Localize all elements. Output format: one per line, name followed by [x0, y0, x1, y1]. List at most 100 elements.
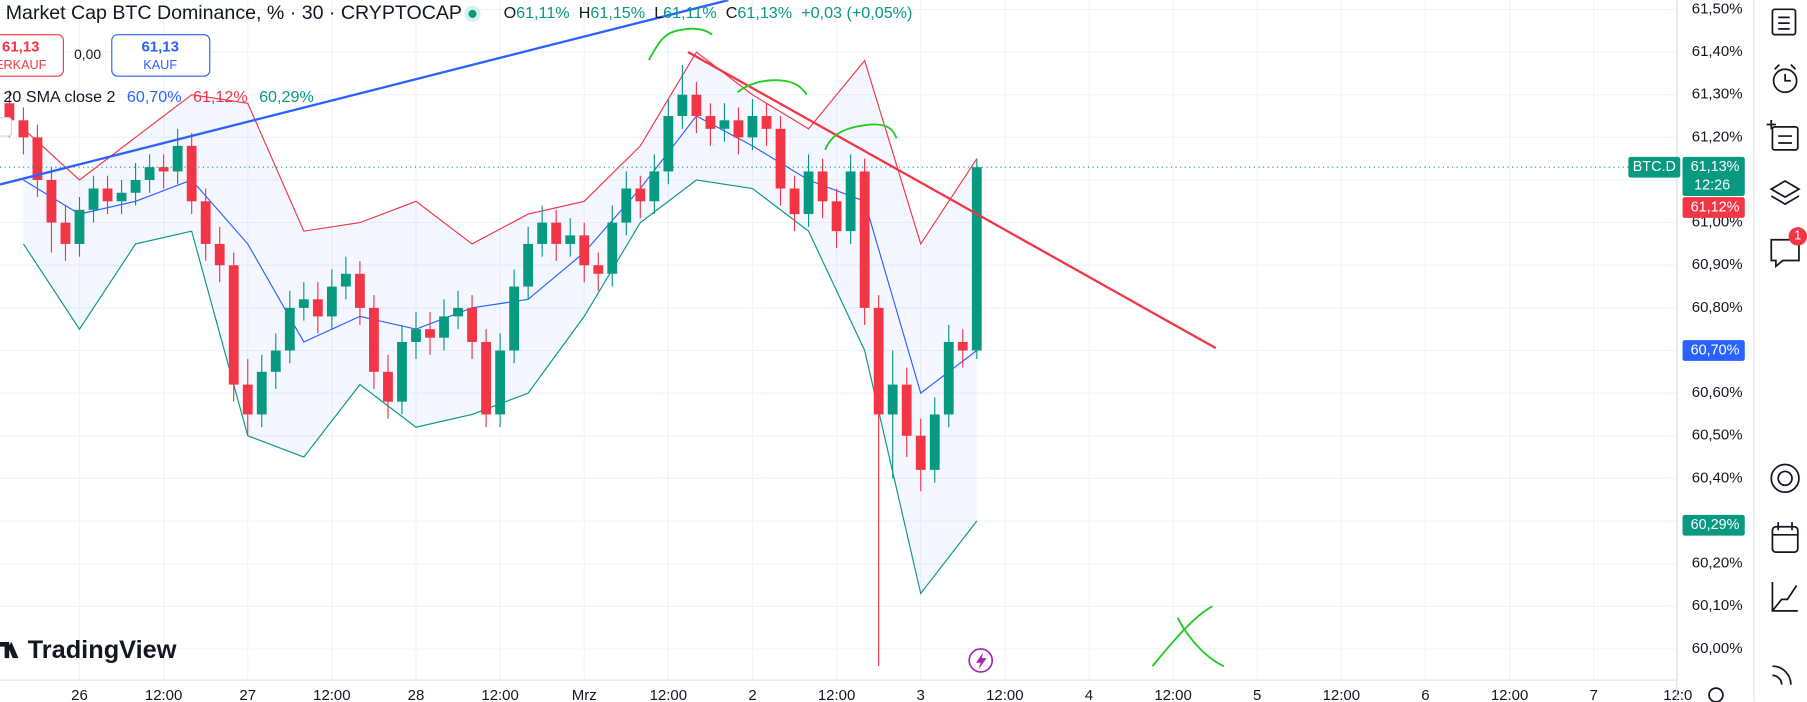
buy-label: KAUF: [143, 58, 177, 72]
chart-icon[interactable]: [1771, 582, 1798, 612]
x-tick-label: 3: [917, 687, 925, 702]
candle-body: [425, 329, 435, 338]
candle-body: [481, 341, 491, 415]
y-tick-label: 60,00%: [1692, 640, 1743, 657]
stream-icon[interactable]: [1772, 665, 1792, 685]
candle-body: [537, 222, 548, 244]
candle-body: [663, 116, 674, 172]
indicator-value: 60,29%: [259, 88, 314, 106]
candle-body: [901, 384, 912, 436]
calendar-lines: [1772, 522, 1798, 536]
doodle[interactable]: [824, 123, 898, 151]
logo: TradingView: [0, 636, 177, 664]
y-tick-label: 61,20%: [1692, 128, 1743, 145]
y-tick-label: 60,20%: [1692, 555, 1743, 572]
candle-body: [284, 307, 295, 351]
price-label: 61,12%: [1691, 199, 1740, 215]
candle-body: [116, 192, 127, 202]
toolbar: 1: [1708, 0, 1807, 702]
y-tick-label: 60,10%: [1692, 597, 1743, 614]
sell-button[interactable]: [0, 34, 64, 77]
x-tick-label: Mrz: [572, 687, 597, 702]
tracker-icon[interactable]: [1770, 463, 1800, 494]
tracker-inner: [1777, 470, 1793, 487]
y-tick-label: 60,90%: [1692, 256, 1743, 273]
candle-body: [200, 201, 211, 244]
header: Market Cap BTC Dominance, % · 30 · CRYPT…: [0, 2, 913, 137]
candle-body: [929, 414, 940, 470]
legend-value: 61,13%: [737, 4, 792, 22]
y-tick-label: 61,40%: [1692, 43, 1743, 60]
candle-body: [831, 201, 842, 232]
price-label-box: [1682, 156, 1745, 197]
candle-body: [943, 341, 954, 415]
x-tick-label: 12:00: [650, 687, 687, 702]
buy-button[interactable]: [111, 34, 211, 77]
axes: 60,00%60,10%60,20%60,30%60,40%60,50%60,6…: [0, 0, 1745, 702]
alerts-icon[interactable]: [1772, 68, 1798, 94]
calendar-icon[interactable]: [1771, 525, 1799, 553]
candle-body: [803, 171, 814, 215]
plot-area: [0, 51, 1677, 666]
candle-body: [971, 167, 982, 351]
candle-body: [817, 171, 828, 202]
candle-body: [705, 116, 716, 129]
y-tick-label: 60,40%: [1692, 469, 1743, 486]
status-dot: [468, 9, 477, 18]
sell-price: 61,13: [2, 38, 39, 55]
doodle[interactable]: [736, 79, 808, 96]
doodle[interactable]: [1151, 605, 1225, 668]
legend-key: L: [654, 4, 663, 22]
band-line: [23, 51, 978, 246]
indicator-value: 61,12%: [193, 88, 248, 106]
candle-body: [873, 307, 884, 415]
doodle[interactable]: [648, 27, 713, 61]
x-tick-label: 12:00: [145, 687, 182, 702]
price-label: 61,13%: [1691, 159, 1740, 175]
x-tick-label: 6: [1421, 687, 1429, 702]
x-tick-label: 28: [408, 687, 425, 702]
x-tick-label: 2: [748, 687, 756, 702]
candle-body: [46, 179, 57, 223]
candle-body: [172, 145, 183, 172]
collapse-button[interactable]: [0, 117, 13, 137]
candle-body: [439, 316, 449, 338]
events-icon: [976, 652, 987, 670]
x-tick-label: 12:00: [1323, 687, 1360, 702]
ohlc-legend: O61,11% H61,15% L61,11% C61,13% +0,03 (+…: [504, 4, 913, 22]
candle-body: [214, 243, 225, 266]
trend-line[interactable]: [0, 0, 729, 186]
logo-mark: [0, 641, 19, 659]
x-tick-label: 4: [1085, 687, 1093, 702]
candle-body: [102, 188, 113, 202]
candle-body: [691, 94, 702, 117]
symbol-box: [1628, 156, 1681, 178]
candle-body: [677, 94, 688, 117]
candle-body: [4, 103, 15, 121]
legend-key: O: [504, 4, 517, 22]
x-tick-label: 12:00: [818, 687, 855, 702]
data-window-lines: [1766, 119, 1793, 144]
candle-body: [859, 171, 870, 308]
price-label-box: [1682, 340, 1745, 361]
price-label-box: [1682, 514, 1745, 536]
x-tick-label: 12:0: [1663, 687, 1692, 702]
candle-body: [144, 167, 155, 180]
candle-body: [340, 273, 351, 287]
x-tick-label: 27: [239, 687, 256, 702]
data-window-icon[interactable]: [1771, 125, 1799, 151]
trend-line[interactable]: [687, 50, 1217, 350]
candle-body: [747, 116, 758, 138]
candle-body: [411, 329, 421, 342]
candle-body: [312, 299, 323, 317]
layers-icon[interactable]: [1769, 180, 1801, 206]
candle-body: [761, 116, 772, 129]
watchlist-icon[interactable]: [1771, 8, 1797, 36]
candle-body: [130, 179, 141, 193]
candle-body: [186, 145, 197, 202]
x-tick-label: 12:00: [481, 687, 518, 702]
x-tick-label: 7: [1590, 687, 1598, 702]
candle-body: [242, 384, 253, 415]
x-tick-label: 26: [71, 687, 88, 702]
